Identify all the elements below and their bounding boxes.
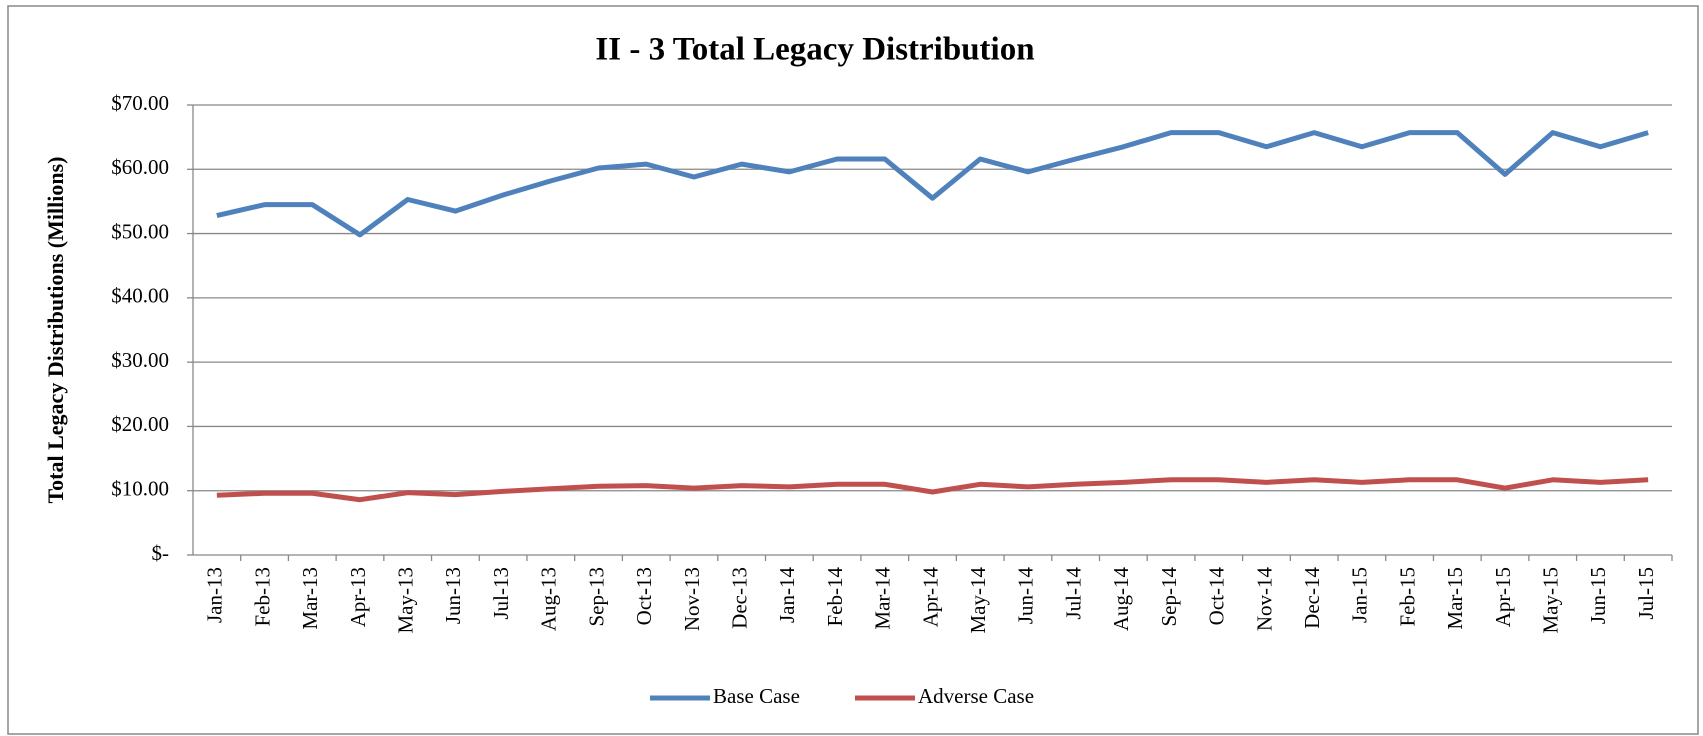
x-tick-label: Jan-14	[775, 567, 799, 623]
x-tick-label: Apr-14	[918, 567, 942, 628]
y-tick-label: $30.00	[111, 348, 169, 372]
y-tick-label: $-	[152, 541, 170, 565]
chart-frame	[7, 5, 1699, 735]
x-tick-label: Dec-13	[727, 567, 751, 629]
series-line	[216, 130, 1649, 238]
x-tick-label: Jul-13	[489, 567, 513, 620]
x-tick-label: Jun-14	[1014, 567, 1038, 625]
chart-title: II - 3 Total Legacy Distribution	[595, 32, 1034, 68]
x-tick-label: Nov-14	[1252, 567, 1276, 632]
x-tick-label: Mar-13	[298, 567, 322, 630]
x-tick-label: Mar-14	[871, 567, 895, 630]
x-tick-label: Feb-15	[1395, 567, 1419, 627]
y-tick-label: $40.00	[111, 284, 169, 308]
legend-label: Adverse Case	[918, 684, 1034, 708]
x-tick-label: Jun-13	[441, 567, 465, 624]
x-tick-label: Mar-15	[1443, 567, 1467, 630]
x-tick-label: Jan-13	[203, 567, 227, 623]
x-tick-label: Sep-13	[584, 567, 608, 627]
x-tick-label: Aug-13	[537, 567, 561, 631]
x-tick-label: May-14	[966, 567, 990, 634]
x-tick-label: Oct-13	[632, 567, 656, 625]
x-tick-label: Jul-14	[1061, 567, 1085, 620]
y-tick-label: $10.00	[111, 477, 169, 501]
y-tick-label: $50.00	[111, 219, 169, 243]
y-tick-label: $70.00	[111, 91, 169, 115]
x-tick-label: Oct-14	[1205, 567, 1229, 626]
x-tick-label: Jul-15	[1634, 567, 1658, 620]
y-axis-label: Total Legacy Distributions (Millions)	[43, 157, 68, 504]
x-tick-label: May-13	[394, 567, 418, 634]
x-tick-label: Feb-13	[250, 567, 274, 627]
x-tick-label: Feb-14	[823, 567, 847, 627]
x-tick-label: Jan-15	[1348, 567, 1372, 623]
x-tick-label: Apr-13	[346, 567, 370, 627]
x-tick-label: Aug-14	[1109, 567, 1133, 632]
x-tick-label: Dec-14	[1300, 567, 1324, 629]
x-tick-label: Sep-14	[1157, 567, 1181, 627]
x-tick-label: Apr-15	[1491, 567, 1515, 627]
x-tick-label: Nov-13	[680, 567, 704, 631]
x-tick-label: Jun-15	[1586, 567, 1610, 624]
series-line	[216, 477, 1649, 503]
y-tick-label: $60.00	[111, 155, 169, 179]
legend-label: Base Case	[713, 684, 800, 708]
y-tick-label: $20.00	[111, 412, 169, 436]
x-tick-label: May-15	[1539, 567, 1563, 634]
